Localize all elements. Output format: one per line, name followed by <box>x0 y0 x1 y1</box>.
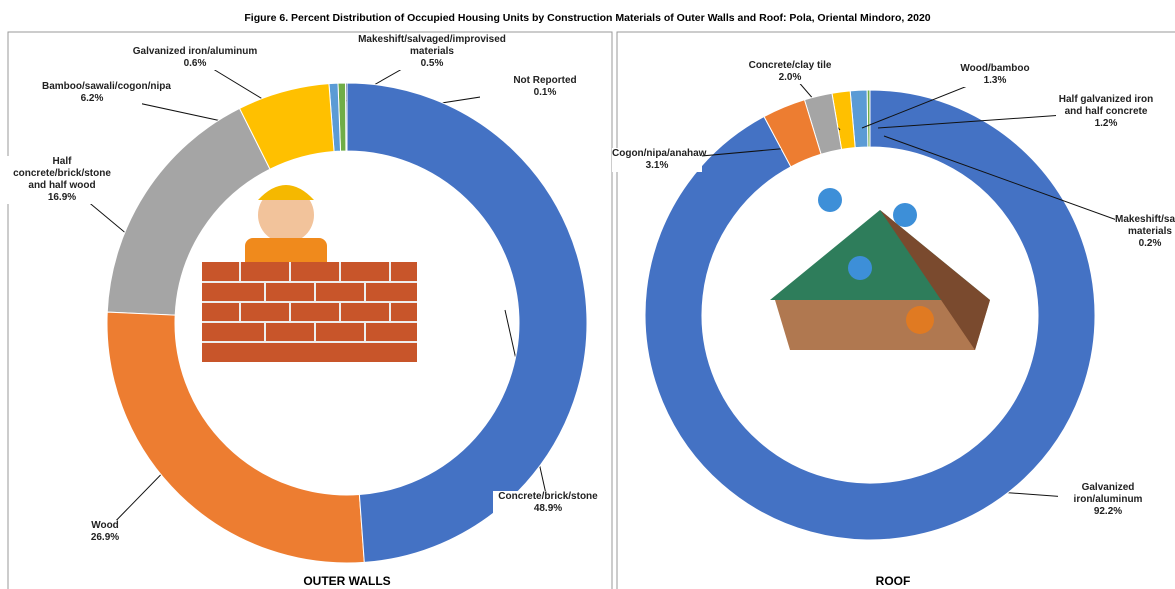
donut-slice <box>238 83 335 170</box>
donut-slice <box>106 311 365 564</box>
panel <box>616 31 1175 589</box>
data-label: Galvanized iron/aluminum 92.2% <box>1058 482 1158 518</box>
value-label: 1.2% <box>1094 118 1118 129</box>
data-label: Cogon/nipa/anahaw 3.1% <box>612 148 707 172</box>
leader-line <box>883 135 1151 233</box>
data-label: Half galvanized iron and half concrete 1.… <box>1056 94 1156 130</box>
data-label: Concrete/clay tile 2.0% <box>715 60 865 84</box>
slice-name: Makeshift/salvaged/improvised materials <box>1115 214 1175 237</box>
value-label: 2.0% <box>778 72 802 83</box>
donut-slice <box>346 82 588 563</box>
roof-illustration <box>770 188 990 350</box>
donut-slice <box>644 89 1096 541</box>
donut-slice <box>328 82 342 153</box>
chart-title: OUTER WALLS <box>303 574 391 588</box>
value-label: 0.2% <box>1138 238 1162 249</box>
donut-slice <box>803 92 843 155</box>
slice-name: Galvanized iron/aluminum <box>1073 482 1143 505</box>
data-label: Bamboo/sawali/cogon/nipa 6.2% <box>42 81 171 105</box>
slice-name: Not Reported <box>513 75 577 86</box>
donut-slice <box>106 107 271 316</box>
value-label: 48.9% <box>533 503 563 514</box>
data-label: Not Reported 0.1% <box>480 75 610 99</box>
donut-slice <box>763 99 822 168</box>
value-label: 0.5% <box>420 58 444 69</box>
slice-name: Wood/bamboo <box>960 63 1030 74</box>
slice-name: Cogon/nipa/anahaw <box>612 148 707 159</box>
slice-name: Concrete/brick/stone <box>498 491 598 502</box>
value-label: 3.1% <box>645 160 669 171</box>
data-label: Wood/bamboo 1.3% <box>950 63 1040 87</box>
slice-name: Galvanized iron/aluminum <box>132 46 258 57</box>
value-label: 92.2% <box>1093 506 1123 517</box>
value-label: 26.9% <box>90 532 120 543</box>
data-label: Wood 26.9% <box>50 520 160 544</box>
chart-title: ROOF <box>875 574 911 588</box>
slice-name: Concrete/clay tile <box>748 60 832 71</box>
brick-illustration <box>202 185 417 362</box>
figure-title: Figure 6. Percent Distribution of Occupi… <box>244 12 931 24</box>
slice-name: Half concrete/brick/stone and half wood <box>13 156 111 191</box>
data-label: Half concrete/brick/stone and half wood 1… <box>7 156 117 204</box>
slice-name: Wood <box>91 520 119 531</box>
data-label: Makeshift/salvaged/improvised materials0… <box>1115 214 1175 250</box>
slice-name: Makeshift/salvaged/improvised materials <box>358 34 506 57</box>
value-label: 0.1% <box>533 87 557 98</box>
data-label: Galvanized iron/aluminum 0.6% <box>105 46 285 70</box>
value-label: 0.6% <box>183 58 207 69</box>
donut-slice <box>849 89 869 149</box>
data-label: Concrete/brick/stone 48.9% <box>493 491 603 515</box>
value-label: 1.3% <box>983 75 1007 86</box>
donut-slice <box>831 90 856 150</box>
slice-name: Half galvanized iron and half concrete <box>1058 94 1154 117</box>
value-label: 16.9% <box>47 192 77 203</box>
value-label: 6.2% <box>80 93 104 104</box>
panel <box>7 31 613 589</box>
slice-name: Bamboo/sawali/cogon/nipa <box>42 81 171 92</box>
